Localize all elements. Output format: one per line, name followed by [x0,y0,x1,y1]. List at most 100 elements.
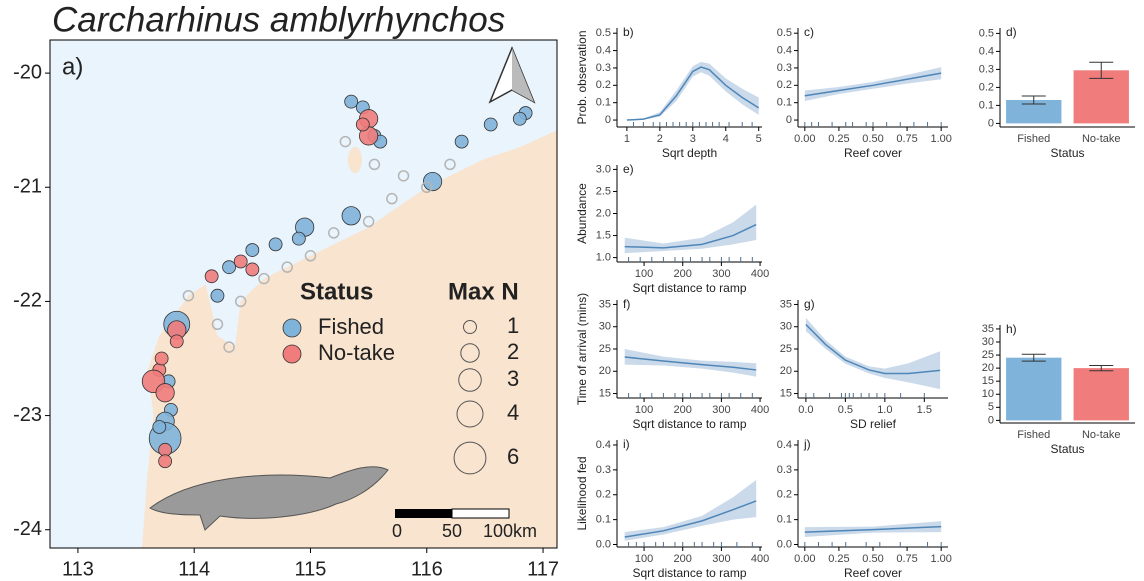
x-tick-label: 1.0 [877,404,892,416]
y-tick-label: 30 [780,321,792,333]
x-tick-label: 0.75 [896,553,917,565]
y-tick-label: 1.0 [596,251,611,263]
y-axis-label: Prob. observation [575,30,589,124]
site-point [386,192,398,205]
scale-bar-label: 100km [483,521,537,541]
site-point [327,227,340,239]
error-bar [1089,61,1114,79]
y-tick-label: -20 [13,61,42,83]
site-point [245,262,260,277]
x-axis-label: Sqrt distance to ramp [632,566,746,580]
x-tick-label: 114 [178,558,210,580]
scale-bar-black [395,509,452,518]
y-tick-label: 0.2 [596,79,611,91]
y-axis-label: Time of arrival (mins) [575,293,589,405]
site-point [222,260,236,275]
y-tick-label: 30 [982,336,994,348]
y-tick-label: 0.3 [777,464,792,476]
x-tick-label: 200 [674,268,692,280]
y-tick-label: 0.2 [777,489,792,501]
site-point [339,135,352,148]
y-tick-label: 35 [599,298,611,310]
bar [1073,70,1129,124]
north-arrow-shade [512,48,534,102]
site-point [268,237,283,252]
y-tick-label: 0 [605,114,611,126]
y-axis-label: Likelihood fed [575,456,589,530]
size-legend-circle [463,320,477,334]
site-point [152,420,167,434]
x-axis-label: Sqrt depth [662,146,717,160]
x-axis-label: Status [1050,442,1084,456]
y-tick-label: 0.1 [777,514,792,526]
scale-bar-label: 0 [392,521,402,541]
y-tick-label: 20 [982,362,994,374]
y-tick-label: 0.2 [596,489,611,501]
y-tick-label: 0 [786,114,792,126]
x-tick-label: 0.50 [862,133,883,145]
x-tick-label: 0.5 [838,404,853,416]
y-tick-label: 0.1 [979,99,994,111]
legend-swatch [282,344,302,364]
panel-label: a) [62,53,83,80]
y-tick-label: 15 [780,387,792,399]
x-tick-label: 100 [635,553,653,565]
panel-label: f) [623,297,630,311]
confidence-band [804,67,942,101]
site-point [281,261,293,273]
y-tick-label: 0.5 [979,27,994,39]
site-point [422,171,443,192]
size-legend-circle [456,400,484,428]
x-tick-label: 300 [712,553,730,565]
y-tick-label: 0.5 [777,27,792,39]
legend-title: Status [300,278,373,305]
panel-label: h) [1006,322,1017,336]
line [804,525,942,533]
y-tick-label: 0.4 [777,44,792,56]
line [624,500,757,538]
y-tick-label: 15 [599,387,611,399]
legend-swatch [282,318,302,338]
x-tick-label: No-take [1082,429,1121,441]
x-tick-label: 300 [712,404,730,416]
size-legend-circle [458,368,482,392]
y-tick-label: 0.3 [596,464,611,476]
size-legend-label: 4 [507,400,519,425]
legend-label: No-take [318,340,395,365]
site-point [233,254,248,269]
site-point [211,318,224,331]
y-tick-label: 0.0 [777,538,792,550]
bar [1006,100,1062,124]
site-point [421,181,433,194]
site-point [155,383,175,403]
island [348,147,362,173]
y-tick-label: 0 [988,117,994,129]
site-point [258,272,270,285]
error-bar [1089,365,1114,372]
panel-label: e) [623,162,634,176]
size-legend-label: 1 [507,313,519,338]
x-tick-label: 0.00 [794,133,815,145]
site-point [182,289,195,302]
site-point [154,351,169,366]
site-point [341,206,361,226]
x-tick-label: 116 [411,558,443,580]
x-axis-label: Reef cover [844,566,902,580]
y-tick-label: 0.3 [979,63,994,75]
x-tick-label: 400 [751,268,769,280]
x-tick-label: 0.75 [896,133,917,145]
y-tick-label: 0.4 [979,45,994,57]
y-tick-label: 0.5 [596,27,611,39]
x-tick-label: 0.0 [798,404,813,416]
x-tick-label: 1 [624,133,630,145]
y-tick-label: 0.1 [596,514,611,526]
y-tick-label: 1.5 [596,229,611,241]
x-tick-label: 0.25 [828,553,849,565]
site-point [291,231,306,246]
bar [1073,368,1129,421]
size-legend-label: 6 [507,444,519,469]
scale-bar-white [451,508,510,519]
y-tick-label: 0.1 [596,97,611,109]
y-tick-label: 25 [982,349,994,361]
